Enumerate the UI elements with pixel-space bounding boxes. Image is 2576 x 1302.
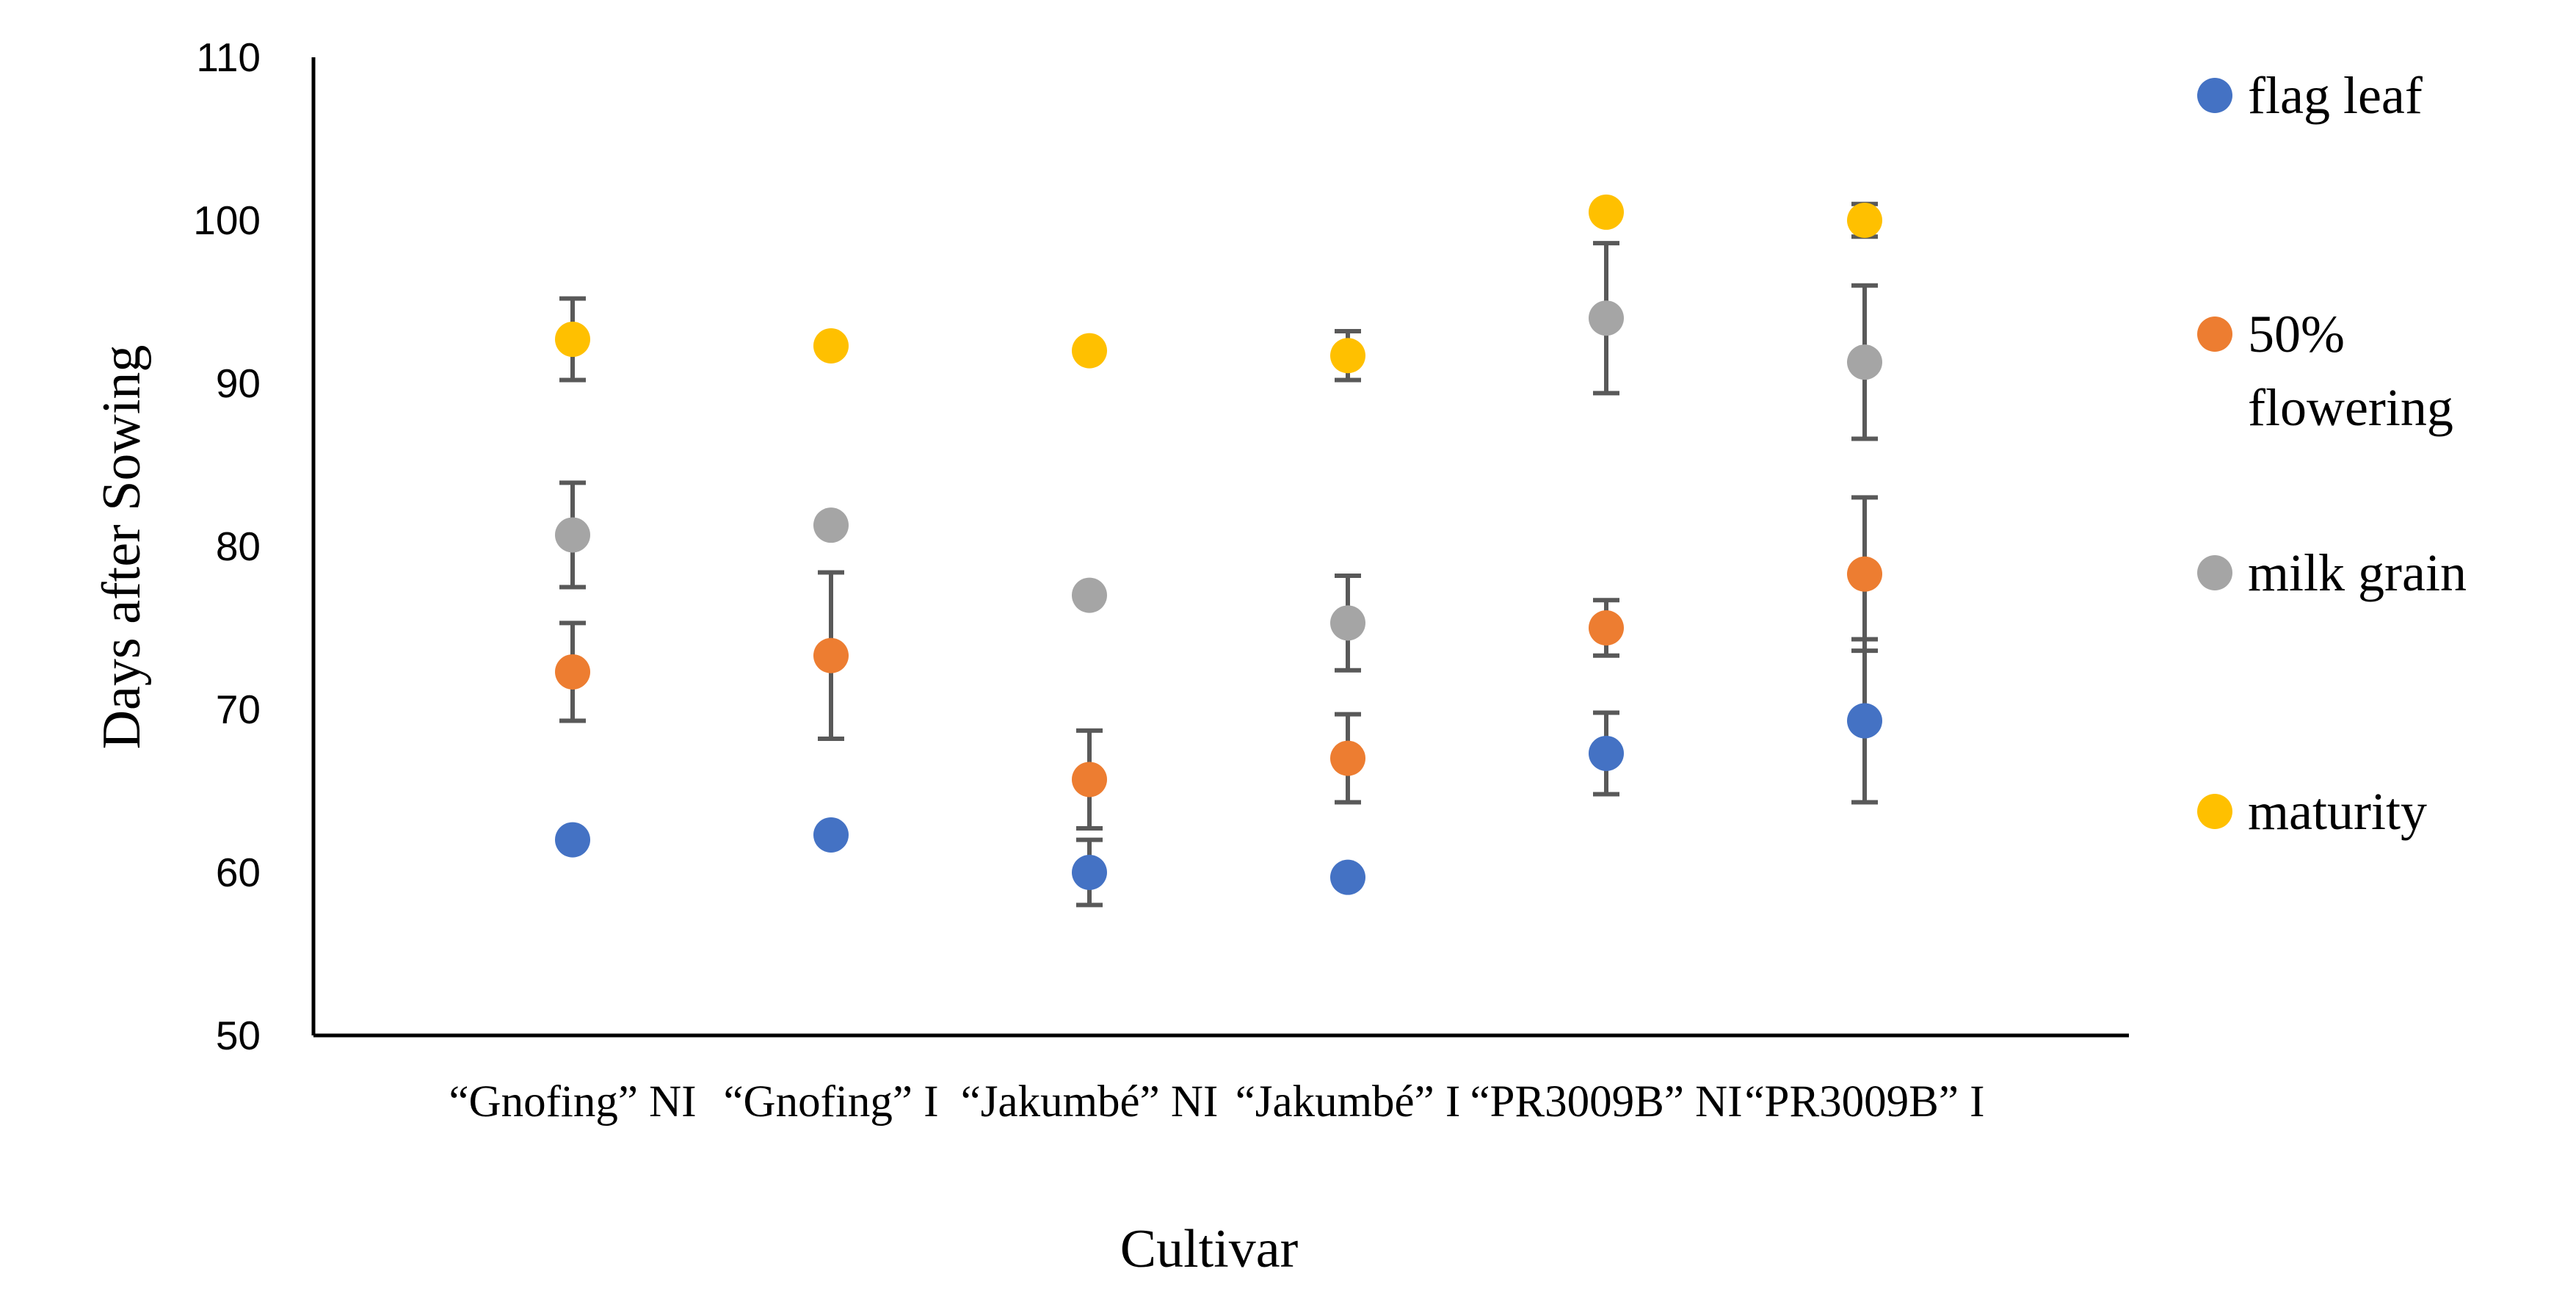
- y-tick-label: 70: [216, 687, 261, 732]
- point-maturity: [813, 328, 849, 364]
- y-tick-label: 90: [216, 361, 261, 406]
- point-flag-leaf: [1589, 735, 1624, 771]
- point-50-flowering: [1847, 556, 1882, 592]
- axes: [311, 57, 2129, 1038]
- point-maturity: [1589, 194, 1624, 230]
- legend-item: 50% flowering: [2197, 305, 2453, 437]
- point-flag-leaf: [813, 817, 849, 853]
- point-milk-grain: [1072, 577, 1107, 613]
- legend-marker: [2197, 555, 2232, 590]
- point-milk-grain: [1330, 605, 1365, 641]
- y-axis-title: Days after Sowing: [92, 345, 152, 750]
- y-tick-label: 110: [196, 35, 261, 80]
- point-flag-leaf: [1330, 859, 1365, 895]
- point-flag-leaf: [1072, 855, 1107, 890]
- point-50-flowering: [813, 637, 849, 673]
- legend-marker: [2197, 317, 2232, 352]
- y-tick-label: 100: [193, 198, 261, 243]
- x-tick-label: “Jakumbé” I: [1236, 1077, 1461, 1126]
- x-tick-label: “PR3009B” NI: [1470, 1077, 1742, 1126]
- point-flag-leaf: [1847, 703, 1882, 739]
- point-maturity: [1330, 338, 1365, 374]
- point-50-flowering: [555, 654, 590, 690]
- point-maturity: [555, 322, 590, 358]
- legend-marker: [2197, 78, 2232, 113]
- point-maturity: [1847, 203, 1882, 238]
- point-milk-grain: [1847, 344, 1882, 380]
- x-tick-label: “Jakumbé” NI: [961, 1077, 1219, 1126]
- legend-item: milk grain: [2197, 543, 2467, 602]
- error-bars: [559, 201, 1878, 908]
- legend-label: milk grain: [2248, 543, 2467, 602]
- legend-marker: [2197, 794, 2232, 829]
- y-tick-label: 80: [216, 524, 261, 569]
- x-tick-label: “PR3009B” I: [1744, 1077, 1984, 1126]
- point-milk-grain: [555, 517, 590, 553]
- x-axis-title: Cultivar: [1120, 1219, 1299, 1279]
- point-50-flowering: [1072, 762, 1107, 798]
- point-50-flowering: [1589, 610, 1624, 645]
- point-maturity: [1072, 333, 1107, 369]
- legend-item: flag leaf: [2197, 66, 2423, 125]
- point-50-flowering: [1330, 740, 1365, 776]
- y-tick-label: 60: [216, 850, 261, 895]
- legend-label: 50% flowering: [2248, 305, 2453, 437]
- x-tick-label: “Gnofing” NI: [449, 1077, 696, 1126]
- point-milk-grain: [1589, 300, 1624, 336]
- y-axis-ticks: 50 60 70 80 90 100 110: [193, 35, 261, 1058]
- x-tick-label: “Gnofing” I: [723, 1077, 938, 1126]
- point-flag-leaf: [555, 822, 590, 858]
- point-milk-grain: [813, 507, 849, 543]
- legend-item: maturity: [2197, 782, 2427, 841]
- legend: flag leaf 50% flowering milk grain maturity: [2197, 66, 2467, 841]
- y-tick-label: 50: [216, 1013, 261, 1058]
- x-axis-ticks: “Gnofing” NI “Gnofing” I “Jakumbé” NI “Jaku…: [449, 1077, 1984, 1126]
- data-points: [555, 194, 1882, 895]
- legend-label: maturity: [2248, 782, 2427, 841]
- legend-label: flag leaf: [2248, 66, 2423, 125]
